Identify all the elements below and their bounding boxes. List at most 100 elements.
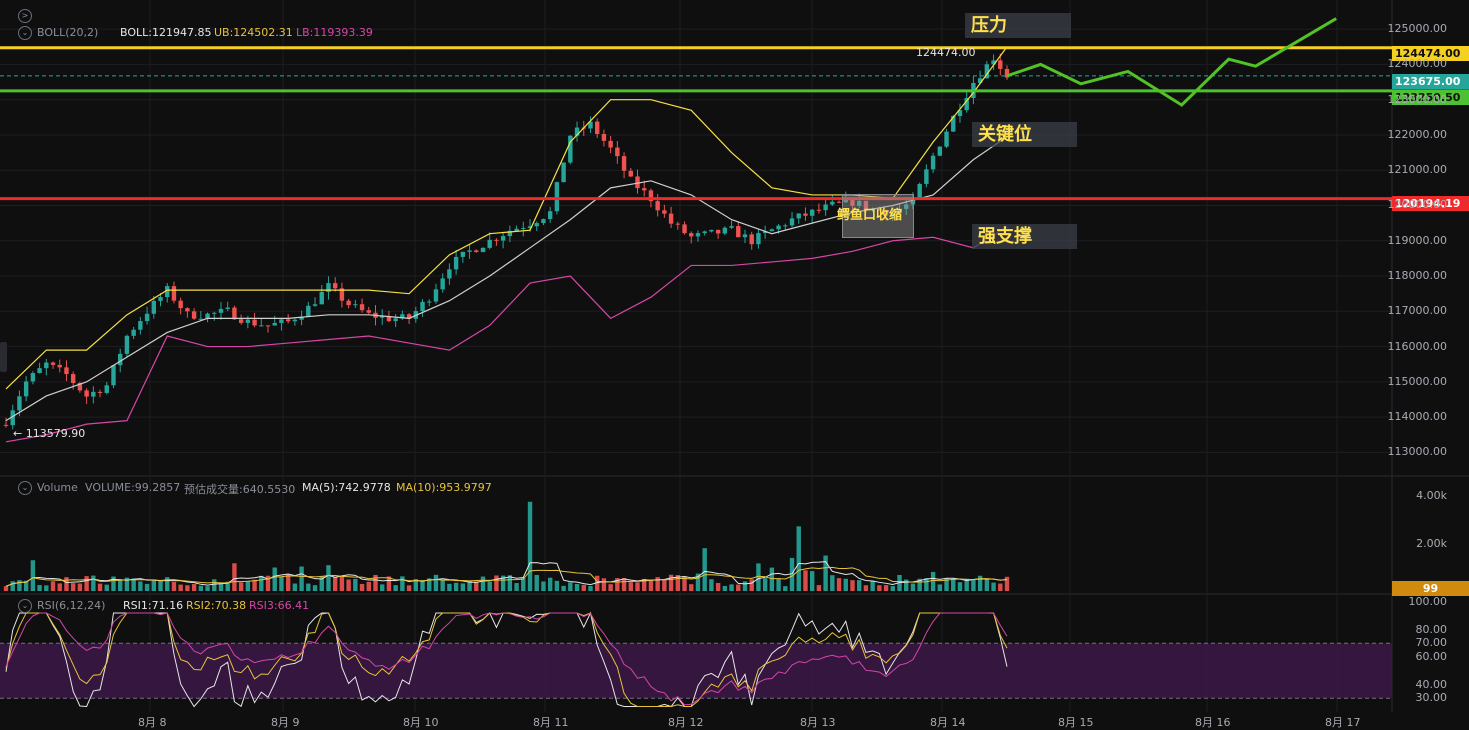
volume-bar [944, 578, 949, 591]
volume-bar [635, 582, 640, 591]
volume-bar [144, 583, 150, 591]
volume-bar [413, 579, 419, 591]
price-tick-label: 116000.00 [1387, 339, 1448, 353]
candle-body [118, 353, 123, 366]
candle-body [554, 182, 560, 212]
candle-body [70, 374, 76, 384]
volume-bar [474, 581, 479, 591]
volume-bar [729, 584, 734, 591]
candle-body [3, 424, 9, 426]
volume-bar [380, 584, 385, 591]
date-tick-label: 8月 14 [930, 716, 966, 729]
volume-bar [642, 578, 647, 591]
candle-body [386, 315, 392, 322]
volume-bar [547, 577, 553, 591]
candle-body [427, 301, 432, 303]
volume-bar [373, 574, 378, 591]
price-tick-label: 113000.00 [1387, 445, 1448, 459]
price-tick-label: 124000.00 [1387, 57, 1448, 71]
collapse-toggle-icon[interactable]: > [18, 9, 32, 23]
candle-body [682, 224, 687, 234]
volume-visibility-icon[interactable]: ⌄ [18, 481, 32, 495]
candle-body [433, 289, 439, 302]
candle-body [44, 362, 49, 369]
price-tick-label: 115000.00 [1387, 374, 1448, 388]
candle-body [225, 307, 230, 309]
candle-body [601, 134, 607, 141]
candle-body [608, 140, 613, 148]
volume-bar [675, 574, 681, 591]
volume-bar [178, 584, 183, 591]
price-tick-label: 118000.00 [1387, 269, 1448, 283]
candle-body [178, 300, 183, 309]
rsi-visibility-icon[interactable]: ⌄ [18, 599, 32, 613]
candle-body [924, 169, 929, 184]
candle-body [185, 308, 190, 312]
volume-bar [77, 583, 83, 591]
volume-bar [312, 585, 318, 591]
candle-body [245, 319, 251, 323]
volume-bar [131, 578, 136, 591]
candle-body [447, 269, 452, 279]
candle-body [400, 314, 405, 319]
volume-bar [366, 581, 371, 591]
candle-body [191, 311, 197, 319]
volume-bar [783, 586, 788, 591]
volume-bar [762, 578, 768, 591]
volume-value: VOLUME:99.2857 [85, 481, 181, 494]
candle-body [561, 162, 566, 183]
candle-body [534, 223, 539, 227]
boll-lower-band [5, 226, 1008, 443]
candle-body [897, 208, 902, 213]
candle-body [212, 312, 217, 314]
candle-body [957, 110, 963, 117]
volume-bar [326, 565, 331, 591]
volume-bar [803, 570, 808, 591]
candle-body [521, 227, 526, 229]
date-tick-label: 8月 17 [1325, 716, 1361, 729]
candle-body [904, 204, 909, 209]
volume-bar [185, 585, 190, 591]
volume-ma10-line [5, 566, 1008, 587]
volume-bar [3, 586, 9, 591]
volume-bar [285, 574, 291, 591]
candle-body [776, 225, 781, 230]
volume-bar [480, 576, 486, 591]
volume-bar [527, 501, 533, 591]
volume-bar [883, 585, 889, 591]
volume-bar [877, 585, 882, 591]
candle-body [709, 229, 714, 232]
boll-ub-value: UB:124502.31 [214, 26, 293, 39]
rsi2-value: RSI2:70.38 [186, 599, 247, 612]
volume-bar [420, 580, 425, 591]
volume-bar [359, 583, 365, 591]
rsi-tick-label: 30.00 [1415, 691, 1448, 705]
volume-bar [272, 567, 277, 591]
volume-bar [339, 575, 345, 591]
volume-bar [212, 579, 217, 591]
volume-bar [574, 584, 580, 591]
date-tick-label: 8月 11 [533, 716, 569, 729]
volume-bar [319, 575, 324, 591]
rsi-name: RSI(6,12,24) [37, 599, 106, 612]
candle-body [816, 209, 822, 211]
candle-body [393, 318, 398, 322]
candle-body [339, 288, 345, 301]
volume-bar [460, 583, 466, 591]
volume-bar [37, 585, 42, 591]
candle-body [863, 200, 869, 210]
candle-body [742, 234, 748, 238]
candle-body [37, 368, 42, 374]
key-price-tag: 123250.50 [1392, 90, 1469, 105]
volume-bar [225, 581, 230, 591]
candle-body [171, 286, 177, 301]
candle-body [319, 291, 324, 305]
candle-body [783, 225, 788, 227]
candle-body [299, 316, 304, 320]
boll-visibility-icon[interactable]: ⌄ [18, 26, 32, 40]
candle-body [252, 319, 257, 326]
volume-bar [393, 585, 398, 591]
volume-bar [433, 574, 439, 591]
candle-body [30, 373, 36, 382]
